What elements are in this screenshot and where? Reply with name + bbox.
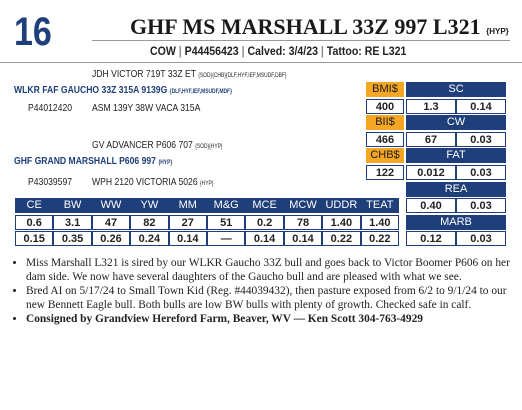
calved: Calved: 3/4/23 [247,44,318,58]
trait-label: MARB [406,214,506,230]
epd-header: UDDR [322,198,361,213]
epd-value: 1.40 [360,214,399,230]
epd-header: M&G [207,198,246,213]
index-label: CHB$ [366,148,404,164]
epd-accuracy: 0.14 [245,231,284,247]
separator: | [320,44,324,58]
title: GHF MS MARSHALL 33Z 997 L321 {HYP} [130,14,509,40]
epd-accuracy: — [207,231,246,247]
trait-epd: 0.40 [406,198,456,214]
epd-value: 51 [207,214,246,230]
epd-accuracy: 0.24 [130,231,169,247]
dam-sire: GV ADVANCER P606 707 {SOD}{HYP} [92,139,223,151]
epd-value: 27 [168,214,207,230]
epd-accuracy: 0.22 [360,231,399,247]
trait-label: SC [406,82,506,97]
epd-header: CE [15,198,54,213]
note: Bred AI on 5/17/24 to Small Town Kid (Re… [26,284,522,312]
index-label: BMI$ [366,82,404,97]
lot-number: 16 [14,10,52,54]
epd-value: 82 [130,214,169,230]
epd-header: WW [91,198,131,213]
tattoo: Tattoo: RE L321 [326,44,407,58]
trait-epd: 1.3 [406,98,456,114]
trait-accuracy: 0.03 [456,131,506,147]
trait-label: CW [406,115,506,131]
epd-value: 47 [91,214,131,230]
trait-accuracy: 0.03 [456,165,506,180]
note: Consigned by Grandview Hereford Farm, Be… [26,312,522,326]
epd-accuracy: 0.26 [91,231,131,247]
subline: COW | P44456423 | Calved: 3/4/23 | Tatto… [150,44,406,58]
trait-accuracy: 0.03 [456,231,506,247]
sex: COW [150,44,176,58]
epd-header: BW [53,198,92,213]
trait-epd: 67 [406,131,456,147]
name: JDH VICTOR 719T 33Z ET [92,68,196,80]
trait-label: REA [406,181,506,197]
notes: Miss Marshall L321 is sired by our WLKR … [14,256,522,326]
separator: | [241,44,245,58]
epd-header: YW [130,198,169,213]
name: GV ADVANCER P606 707 [92,139,193,151]
trait-label: FAT [406,148,506,164]
codes: {SOD}{CHB}{DLF,HYF,IEF,MSUDF,DBF} [198,73,287,79]
trait-epd: 0.012 [406,165,456,180]
sire: WLKR FAF GAUCHO 33Z 315A 9139G {DLF,HYF,… [14,84,232,96]
trait-epd: 0.12 [406,231,456,247]
name: WPH 2120 VICTORIA 5026 [92,176,198,188]
epd-accuracy: 0.14 [283,231,323,247]
registration: P44456423 [184,44,239,58]
epd-value: 0.6 [15,214,54,230]
separator: | [178,44,182,58]
epd-header: TEAT [360,198,399,213]
trait-accuracy: 0.03 [456,198,506,214]
codes: {SOD}{HYP} [195,144,223,150]
codes: {HYP} [200,181,214,187]
epd-accuracy: 0.15 [15,231,54,247]
index-label: BII$ [366,115,404,131]
note: Miss Marshall L321 is sired by our WLKR … [26,256,522,284]
sire-sire: JDH VICTOR 719T 33Z ET {SOD}{CHB}{DLF,HY… [92,68,287,80]
epd-value: 0.2 [245,214,284,230]
rule [92,40,510,41]
epd-value: 3.1 [53,214,92,230]
title-suffix: {HYP} [486,27,509,36]
dam-dam: WPH 2120 VICTORIA 5026 {HYP} [92,176,213,188]
epd-header: MCW [283,198,323,213]
epd-accuracy: 0.22 [322,231,361,247]
dam-registration: P43039597 [28,176,73,188]
index-value: 400 [366,98,404,114]
name: GHF GRAND MARSHALL P606 997 [14,155,156,167]
epd-accuracy: 0.14 [168,231,207,247]
index-value: 122 [366,165,404,180]
sire-dam: ASM 139Y 38W VACA 315A [92,102,201,114]
trait-accuracy: 0.14 [456,98,506,114]
epd-value: 1.40 [322,214,361,230]
epd-header: MM [168,198,207,213]
title-text: GHF MS MARSHALL 33Z 997 L321 [130,14,481,39]
epd-value: 78 [283,214,323,230]
dam: GHF GRAND MARSHALL P606 997 {HYP} [14,155,172,167]
epd-header: MCE [245,198,284,213]
epd-accuracy: 0.35 [53,231,92,247]
name: WLKR FAF GAUCHO 33Z 315A 9139G [14,84,168,96]
codes: {HYP} [158,160,173,166]
rule [0,62,522,63]
codes: {DLF,HYF,IEF,MSUDF,MDF} [169,89,232,95]
index-value: 466 [366,131,404,147]
sire-registration: P44012420 [28,102,73,114]
